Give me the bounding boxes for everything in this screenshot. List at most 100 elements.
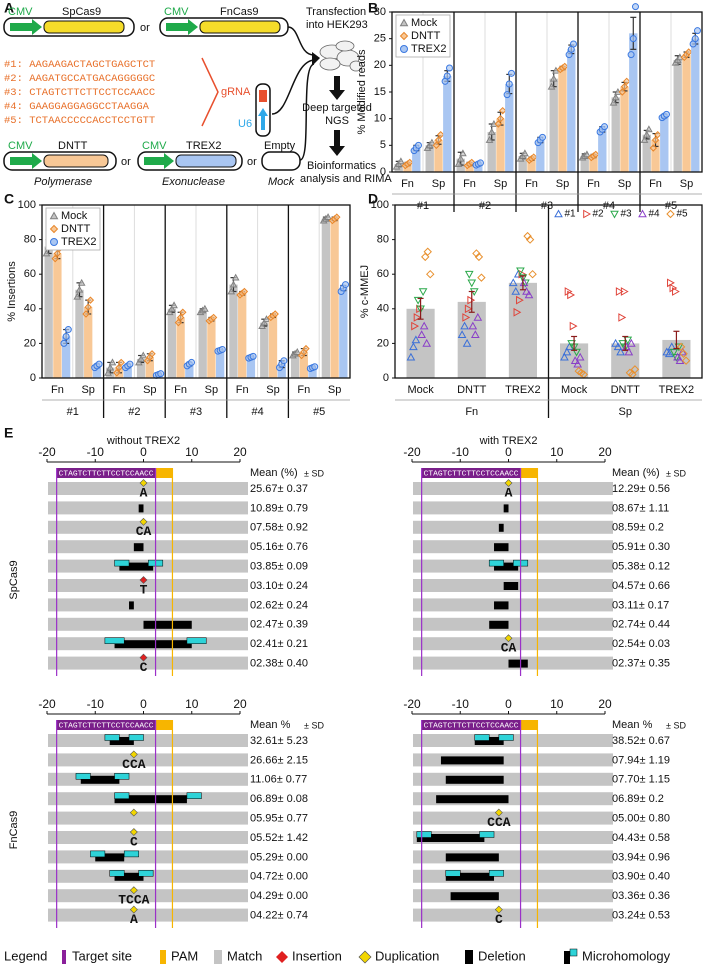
y-tick-label: 0 (30, 372, 36, 384)
deletion (503, 504, 509, 513)
data-point (209, 313, 218, 322)
data-point (473, 312, 483, 321)
y-tick-label: 20 (374, 59, 386, 71)
data-point (443, 72, 451, 80)
legend-marker (666, 209, 675, 219)
data-point (611, 338, 620, 347)
legend-label: Match (227, 948, 262, 963)
data-point (674, 343, 684, 352)
data-point (174, 318, 183, 327)
bar (145, 357, 154, 378)
data-point (613, 342, 623, 351)
bar (229, 284, 238, 378)
mean-sd: 07.70± 1.15 (612, 774, 670, 786)
target-site (421, 720, 521, 730)
y-tick-label: 100 (18, 199, 36, 211)
bar (496, 118, 505, 172)
data-point (179, 308, 187, 316)
mean-sd: 11.06± 0.77 (250, 774, 307, 786)
data-point (572, 348, 581, 357)
data-point (567, 290, 576, 300)
data-point (95, 360, 103, 368)
panel-letter: C (4, 191, 14, 207)
panel-letter: E (4, 425, 13, 441)
y-tick-label: 100 (371, 199, 389, 211)
group-label: #2 (128, 406, 140, 418)
legend-marker (400, 45, 408, 53)
bar (691, 38, 700, 172)
bar (84, 307, 93, 378)
data-point (664, 349, 674, 358)
reference-sequence: CTAGTCTTCTTCCTCCAACC (59, 722, 154, 730)
data-point (464, 270, 474, 279)
label: Empty (264, 140, 296, 152)
legend-label: TREX2 (61, 236, 96, 248)
data-point (503, 91, 511, 99)
data-point (311, 363, 319, 371)
data-point (411, 321, 420, 331)
data-point (511, 286, 521, 295)
x-tick-label: DNTT (611, 384, 641, 396)
data-point (115, 363, 123, 372)
x-tick-label: -20 (38, 697, 56, 711)
data-point (106, 363, 115, 371)
data-point (521, 279, 530, 288)
data-point (467, 279, 477, 288)
bar (434, 140, 443, 172)
match-bar (413, 540, 613, 554)
data-point (547, 82, 556, 90)
y-tick-label: 80 (377, 234, 389, 246)
legend-marker (49, 211, 59, 220)
inserted-bases: CA (136, 524, 152, 539)
match-bar (48, 501, 248, 515)
x-tick-label: Fn (51, 384, 64, 396)
bar (61, 336, 71, 378)
inserted-bases: CCA (487, 815, 511, 830)
swatch (569, 948, 578, 957)
data-point (679, 349, 688, 358)
microhomology (114, 773, 130, 780)
bar (673, 60, 682, 172)
bar (330, 218, 339, 378)
panel-a: CMV SpCas9 or CMV FnCas9 Transfection in… (3, 6, 392, 188)
data-point (104, 368, 112, 376)
data-point (673, 352, 682, 361)
legend-label: #3 (621, 209, 633, 220)
promoter-arrow (10, 19, 42, 35)
data-point (113, 369, 121, 377)
insertion-marker (129, 905, 138, 914)
data-point (324, 213, 332, 221)
data-point (414, 141, 422, 149)
deletion (445, 775, 504, 784)
legend-marker (554, 209, 563, 218)
data-point (525, 235, 535, 244)
data-point (549, 74, 558, 82)
promoter-arrow (10, 153, 42, 169)
data-point (470, 330, 480, 339)
data-point (419, 321, 429, 330)
data-point (258, 322, 266, 329)
data-point (405, 158, 414, 167)
data-point (126, 360, 134, 368)
swatch (564, 951, 570, 964)
data-point (505, 80, 513, 88)
data-point (560, 62, 569, 71)
data-point (477, 273, 486, 282)
data-point (231, 273, 240, 281)
data-point (564, 287, 573, 296)
legend-label: #4 (649, 209, 661, 220)
sd-header: ± SD (304, 468, 324, 478)
x-tick-label: Sp (266, 384, 279, 396)
x-tick-label: Fn (525, 178, 538, 190)
data-point (487, 127, 496, 135)
data-point (464, 304, 473, 314)
bar (457, 301, 486, 378)
x-tick-label: -10 (87, 445, 105, 459)
target-site (56, 720, 156, 730)
data-point (460, 321, 469, 330)
grna-cassette (255, 83, 271, 137)
deletion (445, 872, 495, 881)
data-point (462, 338, 472, 347)
y-axis-label: % Insertions (6, 261, 18, 322)
